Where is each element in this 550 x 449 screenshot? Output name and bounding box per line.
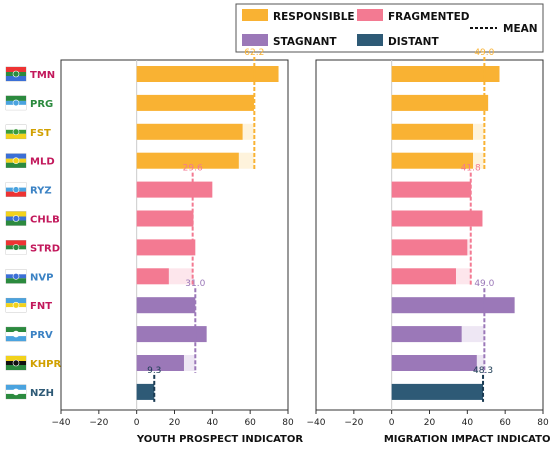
bar-nzh — [136, 383, 155, 400]
category-label-strd: STRD — [30, 243, 60, 254]
x-tick-label: 0 — [134, 418, 140, 428]
x-tick-label: 60 — [499, 418, 511, 428]
legend-swatch-fragmented — [357, 9, 383, 21]
x-tick-label: 40 — [462, 418, 474, 428]
bar-strd — [391, 239, 468, 256]
bar-fnt — [391, 297, 515, 314]
category-labels: TMN PRG FST MLD RYZ CHLB STRD NVP FNT PRV KHPR NZH — [5, 66, 61, 400]
category-label-mld: MLD — [30, 157, 55, 168]
bar-prv — [136, 326, 207, 343]
khpr-flag-icon — [5, 355, 27, 371]
x-axis-title-migration: MIGRATION IMPACT INDICATOR — [384, 434, 550, 445]
strd-flag-icon — [5, 240, 27, 255]
mean-label-distant: 9.3 — [147, 366, 161, 376]
bar-prg — [136, 94, 254, 111]
bar-khpr — [391, 355, 477, 371]
nvp-flag-icon — [5, 269, 27, 284]
x-tick-label: 20 — [424, 418, 436, 428]
bar-strd — [136, 239, 196, 256]
bar-prg — [391, 94, 489, 111]
category-label-chlb: CHLB — [30, 215, 60, 226]
x-axis-title-youth: YOUTH PROSPECT INDICATOR — [136, 434, 303, 445]
legend-label-mean: MEAN — [503, 23, 538, 35]
bar-fnt — [136, 297, 196, 314]
bar-fst — [391, 123, 474, 140]
category-label-nvp: NVP — [30, 272, 53, 283]
migration-impact-panel: 49.0 41.8 49.0 48.3 −40 −20 0 20 40 60 80 — [307, 48, 549, 428]
x-tick-label: −20 — [89, 418, 108, 428]
mean-label-fragmented: 29.6 — [183, 164, 203, 174]
bar-chlb — [391, 210, 483, 227]
ryz-flag-icon — [5, 182, 27, 197]
legend-swatch-responsible — [242, 9, 268, 21]
bar-nzh — [391, 383, 484, 400]
category-label-fnt: FNT — [30, 301, 52, 312]
prv-flag-icon — [5, 326, 27, 342]
fst-flag-icon — [5, 124, 27, 140]
mean-label-responsible: 49.0 — [474, 48, 494, 58]
mean-label-stagnant: 31.0 — [185, 279, 205, 289]
category-label-nzh: NZH — [30, 388, 54, 399]
legend-label-fragmented: FRAGMENTED — [388, 11, 470, 23]
fnt-flag-icon — [5, 297, 27, 313]
tmn-flag-icon — [5, 66, 27, 82]
bar-tmn — [136, 66, 279, 82]
x-tick-label: 80 — [282, 418, 294, 428]
x-tick-label: −40 — [52, 418, 71, 428]
prg-flag-icon — [5, 95, 27, 111]
bar-khpr — [136, 355, 184, 371]
x-tick-label: 60 — [244, 418, 256, 428]
mean-label-responsible: 62.2 — [244, 48, 264, 58]
bar-ryz — [391, 181, 472, 198]
bar-ryz — [136, 181, 213, 198]
mean-label-distant: 48.3 — [473, 366, 493, 376]
bar-fst — [136, 123, 243, 140]
x-tick-label: 80 — [537, 418, 549, 428]
x-tick-label: 40 — [207, 418, 219, 428]
bar-tmn — [391, 66, 500, 82]
x-tick-label: −20 — [344, 418, 363, 428]
chlb-flag-icon — [5, 211, 27, 226]
mean-label-stagnant: 49.0 — [474, 279, 494, 289]
category-label-tmn: TMN — [30, 70, 55, 81]
legend-swatch-distant — [357, 34, 383, 46]
legend-label-responsible: RESPONSIBLE — [273, 11, 355, 23]
category-label-ryz: RYZ — [30, 186, 52, 197]
bar-nvp — [136, 268, 169, 285]
nzh-flag-icon — [5, 384, 27, 400]
x-tick-label: 0 — [389, 418, 395, 428]
legend-swatch-stagnant — [242, 34, 268, 46]
bar-chlb — [136, 210, 194, 227]
mean-label-fragmented: 41.8 — [461, 164, 481, 174]
legend-label-stagnant: STAGNANT — [273, 36, 337, 48]
category-label-khpr: KHPR — [30, 359, 61, 370]
category-label-prv: PRV — [30, 330, 53, 341]
bar-mld — [136, 152, 239, 169]
mld-flag-icon — [5, 153, 27, 168]
youth-prospect-panel: 62.2 29.6 31.0 9.3 −40 −20 0 20 40 60 80 — [52, 48, 294, 428]
bar-nvp — [391, 268, 456, 285]
bar-prv — [391, 326, 462, 343]
bar-mld — [391, 152, 474, 169]
legend: RESPONSIBLE FRAGMENTED STAGNANT DISTANT … — [235, 3, 544, 53]
legend-label-distant: DISTANT — [388, 36, 439, 48]
category-label-prg: PRG — [30, 99, 53, 110]
category-label-fst: FST — [30, 128, 51, 139]
x-tick-label: −40 — [307, 418, 326, 428]
x-tick-label: 20 — [169, 418, 181, 428]
